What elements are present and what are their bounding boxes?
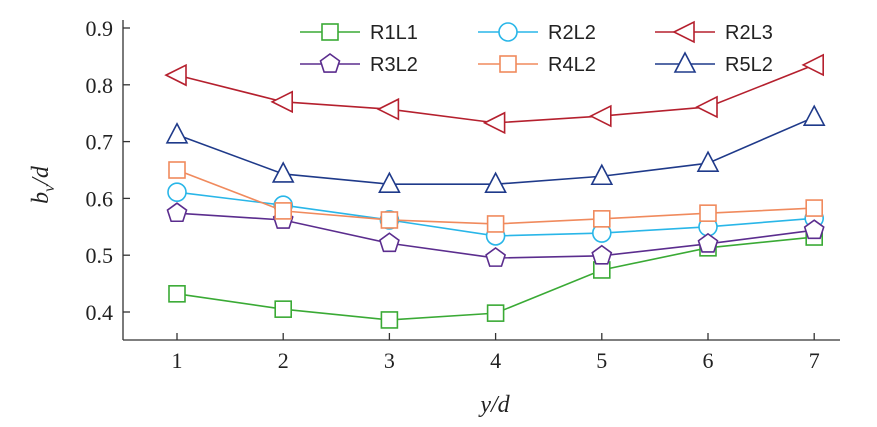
data-point xyxy=(378,171,401,193)
data-point xyxy=(591,244,613,265)
data-point xyxy=(590,163,614,186)
data-point xyxy=(485,247,507,267)
legend-label: R4L2 xyxy=(548,54,596,76)
legend-item-R4L2: R4L2 xyxy=(478,54,596,76)
data-point xyxy=(484,171,507,193)
legend-marker xyxy=(319,53,341,73)
data-point xyxy=(271,161,295,183)
data-point xyxy=(165,122,189,144)
series-group xyxy=(164,53,826,329)
data-point xyxy=(482,111,506,135)
data-point xyxy=(589,104,612,128)
x-tick-label: 5 xyxy=(596,348,607,373)
data-point xyxy=(699,204,717,222)
data-point xyxy=(168,161,186,179)
y-tick-label: 0.8 xyxy=(86,73,114,98)
legend: R1L1 R2L2 R2L3 R3L2 R4L2 R5L2 xyxy=(300,20,773,76)
data-point xyxy=(376,97,400,121)
legend-marker xyxy=(672,20,695,44)
data-point xyxy=(167,182,187,202)
x-tick-label: 3 xyxy=(384,348,395,373)
legend-item-R1L1: R1L1 xyxy=(300,22,418,44)
data-point xyxy=(378,232,400,253)
data-point xyxy=(802,104,826,126)
data-point xyxy=(274,202,293,220)
y-tick-label: 0.6 xyxy=(86,186,114,211)
data-point xyxy=(696,150,720,172)
axes: 0.4 0.5 0.6 0.7 0.8 0.9 1 2 3 4 5 6 7 xyxy=(86,16,840,373)
data-point xyxy=(805,199,824,217)
legend-label: R2L2 xyxy=(548,22,596,44)
legend-item-R2L2: R2L2 xyxy=(478,22,596,44)
series-R2L3 xyxy=(164,53,825,135)
series-R4L2 xyxy=(168,161,824,233)
data-point xyxy=(697,232,719,253)
x-tick-label: 1 xyxy=(172,348,183,373)
series-R5L2 xyxy=(165,104,826,193)
legend-label: R2L3 xyxy=(725,22,773,44)
y-axis-label-main: b xyxy=(28,192,54,204)
data-point xyxy=(801,53,825,77)
data-point xyxy=(168,285,186,303)
x-tick-label: 2 xyxy=(278,348,289,373)
data-point xyxy=(486,304,505,322)
series-line xyxy=(176,64,815,124)
data-point xyxy=(486,215,505,233)
legend-marker xyxy=(498,22,518,42)
data-point xyxy=(270,90,294,114)
y-tick-label: 0.9 xyxy=(86,16,114,41)
data-point xyxy=(380,211,399,229)
legend-label: R5L2 xyxy=(725,54,773,76)
y-axis-label-tail: /d xyxy=(28,165,54,187)
legend-marker xyxy=(321,23,339,41)
legend-marker xyxy=(499,55,517,73)
y-tick-label: 0.5 xyxy=(86,243,114,268)
data-point xyxy=(164,63,187,87)
x-tick-label: 6 xyxy=(703,348,714,373)
legend-label: R3L2 xyxy=(370,54,418,76)
data-point xyxy=(592,210,611,228)
data-point xyxy=(803,219,825,240)
legend-item-R2L3: R2L3 xyxy=(655,20,773,44)
x-tick-label: 7 xyxy=(809,348,820,373)
data-point xyxy=(166,202,188,223)
data-point xyxy=(380,311,399,329)
legend-label: R1L1 xyxy=(370,22,418,44)
x-tick-label: 4 xyxy=(490,348,501,373)
legend-marker xyxy=(673,51,697,73)
y-axis-label: bv/d xyxy=(28,165,58,204)
legend-item-R3L2: R3L2 xyxy=(300,53,418,76)
legend-item-R5L2: R5L2 xyxy=(655,51,773,76)
y-axis-label-sub: v xyxy=(41,184,58,192)
y-tick-label: 0.7 xyxy=(86,130,114,155)
data-point xyxy=(695,95,718,119)
y-tick-label: 0.4 xyxy=(86,300,114,325)
x-axis-label: y/d xyxy=(478,392,510,418)
data-point xyxy=(274,300,293,318)
